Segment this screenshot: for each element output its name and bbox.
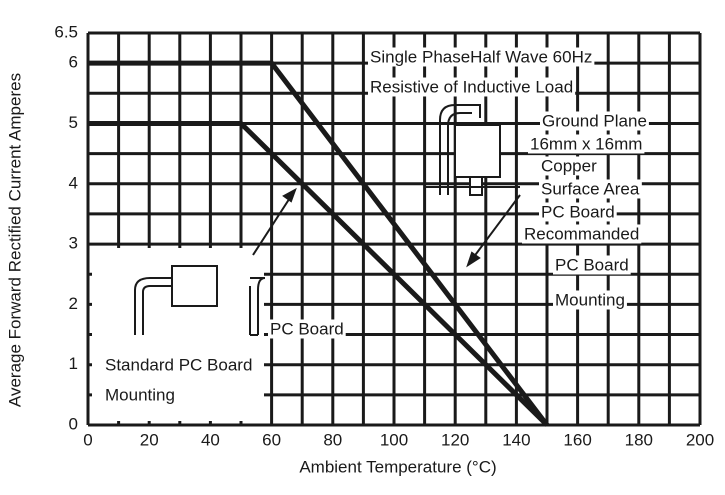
annotation-bg	[368, 47, 595, 67]
y-tick-label: 1	[69, 354, 78, 373]
curves	[88, 60, 549, 427]
x-tick-label: 160	[563, 430, 591, 449]
diode-icon	[134, 277, 266, 335]
y-tick-label: 6.5	[54, 22, 78, 41]
annotation-bg	[522, 224, 642, 244]
annotation: PC Board	[541, 202, 615, 221]
x-tick-label: 0	[83, 430, 92, 449]
y-tick-label: 0	[69, 414, 78, 433]
arrowhead	[466, 251, 481, 268]
annotation-bg	[539, 179, 642, 199]
annotation-bg	[268, 319, 346, 339]
annotation-bg	[368, 77, 576, 97]
y-tick-label: 5	[69, 113, 78, 132]
x-tick-label: 200	[686, 430, 714, 449]
x-tick-label: 40	[201, 430, 220, 449]
annotation: Resistive of Inductive Load	[370, 77, 573, 96]
x-tick-label: 20	[140, 430, 159, 449]
annotation: Surface Area	[541, 179, 640, 198]
x-tick-label: 140	[502, 430, 530, 449]
arrow	[469, 194, 521, 263]
icons	[134, 104, 521, 336]
spacer	[300, 95, 540, 245]
annotation: Ground Plane	[542, 111, 647, 130]
derating-curve	[88, 120, 549, 427]
annotation: 16mm x 16mm	[530, 134, 642, 153]
annotation-bg	[539, 156, 600, 176]
y-tick-label: 4	[69, 173, 78, 192]
x-tick-label: 80	[323, 430, 342, 449]
diode-body	[171, 265, 218, 307]
y-axis-label: Average Forward Rectified Current Ampere…	[5, 73, 24, 407]
annotation: Mounting	[555, 290, 625, 309]
annotation-bg	[540, 111, 649, 131]
y-tick-label: 3	[69, 234, 78, 253]
annotation-bg	[103, 355, 255, 375]
annotation-bg	[528, 134, 645, 154]
derating-curve	[88, 60, 549, 427]
smd-body	[454, 124, 501, 178]
y-tick-label: 6	[69, 53, 78, 72]
axes: 0 20 40 60 80 100 120 140 160 180 200 0 1 2 3 4 5 6 6.5	[54, 22, 714, 449]
x-axis-label: Ambient Temperature (°C)	[299, 457, 496, 476]
annotation: Copper	[541, 156, 597, 175]
y-tick-label: 2	[69, 294, 78, 313]
annotations: Single PhaseHalf Wave 60Hz Resistive of I…	[103, 47, 649, 405]
arrow	[252, 189, 296, 256]
annotation: PC Board	[270, 319, 344, 338]
annotation: PC Board	[555, 255, 629, 274]
annotation: Single PhaseHalf Wave 60Hz	[370, 47, 592, 66]
annotation-bg	[553, 255, 631, 275]
x-tick-label: 60	[262, 430, 281, 449]
arrowhead	[282, 187, 297, 203]
x-tick-label: 120	[441, 430, 469, 449]
smd-icon	[439, 104, 481, 195]
annotation-bg	[103, 385, 177, 405]
annotation: Recommanded	[524, 224, 639, 243]
annotation-bg	[553, 290, 627, 310]
annotation: Standard PC Board	[105, 355, 252, 374]
x-tick-label: 100	[380, 430, 408, 449]
annotation: Mounting	[105, 385, 175, 404]
x-tick-label: 180	[625, 430, 653, 449]
annotation-bg	[539, 202, 617, 222]
